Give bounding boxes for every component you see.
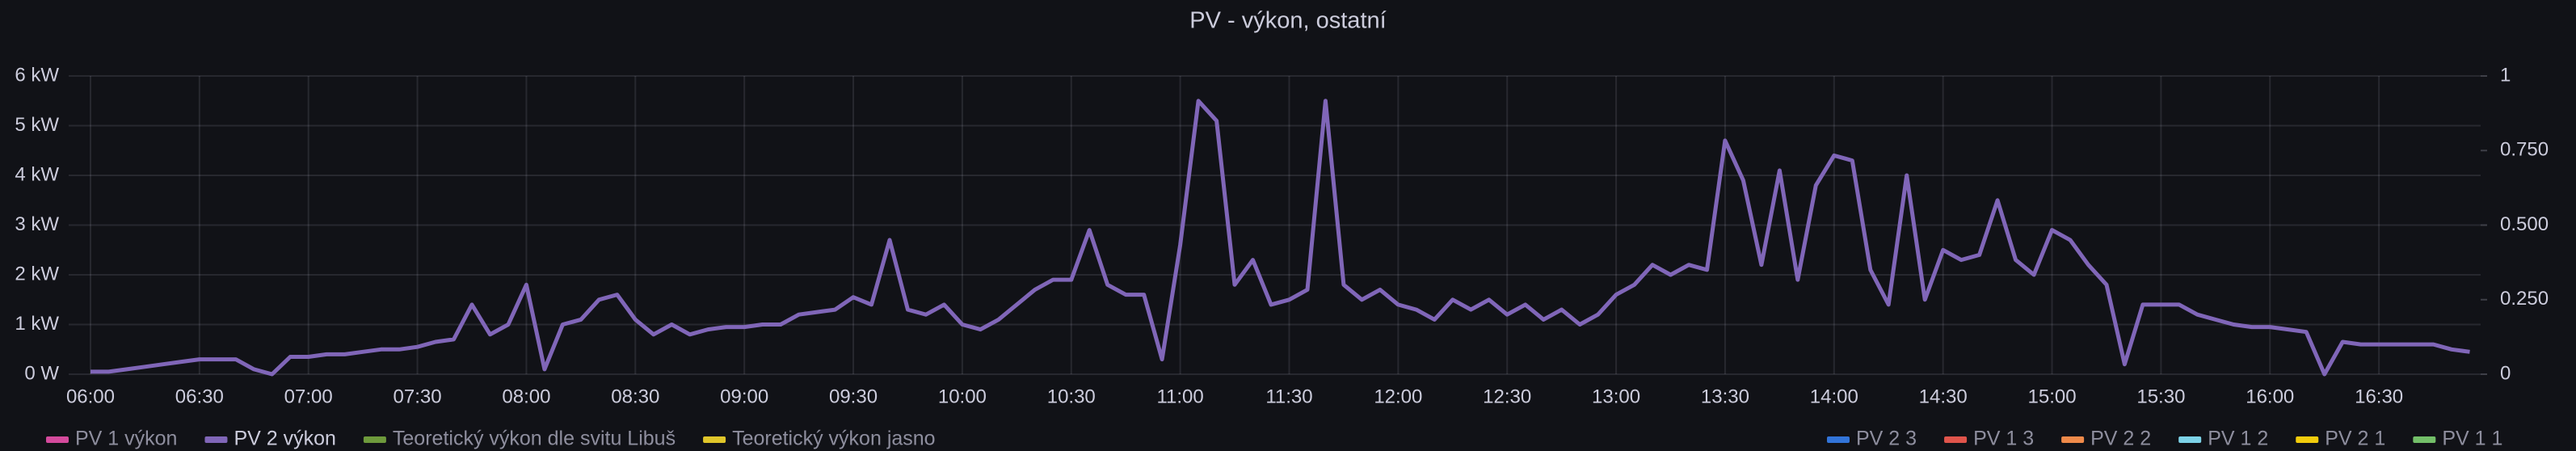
x-tick-label: 07:30: [394, 386, 442, 407]
x-tick-label: 09:00: [720, 386, 768, 407]
legend-label[interactable]: PV 2 3: [1856, 428, 1917, 450]
x-tick-label: 11:00: [1156, 386, 1203, 407]
legend-marker: [1944, 436, 1968, 443]
legend-marker: [703, 436, 726, 443]
x-tick-label: 14:00: [1810, 386, 1858, 407]
legend-marker: [1827, 436, 1850, 443]
legend-marker: [363, 436, 386, 443]
legend-label[interactable]: Teoretický výkon dle svitu Libuš: [393, 428, 676, 450]
legend-label[interactable]: PV 1 výkon: [75, 428, 177, 450]
legend-label[interactable]: PV 1 2: [2208, 428, 2268, 450]
series-line: [90, 99, 2470, 377]
legend-label[interactable]: Teoretický výkon jasno: [732, 428, 936, 450]
x-tick-label: 10:00: [938, 386, 987, 407]
legend-label[interactable]: PV 1 1: [2442, 428, 2502, 450]
legend-marker: [46, 436, 69, 443]
legend-label[interactable]: PV 2 1: [2325, 428, 2385, 450]
legend-label[interactable]: PV 2 výkon: [234, 428, 335, 450]
x-tick-label: 16:30: [2355, 386, 2403, 407]
x-tick-label: 09:30: [829, 386, 878, 407]
legend-marker: [2178, 436, 2202, 443]
x-tick-label: 12:00: [1374, 386, 1422, 407]
x-tick-label: 10:30: [1047, 386, 1096, 407]
y-tick-label: 4 kW: [15, 163, 59, 185]
y2-tick-label: 0.500: [2500, 213, 2549, 235]
x-tick-label: 06:30: [175, 386, 224, 407]
y2-tick-label: 0.250: [2500, 288, 2549, 310]
y-tick-label: 1 kW: [15, 313, 59, 335]
x-tick-label: 13:30: [1701, 386, 1749, 407]
y2-tick-label: 0.750: [2500, 139, 2549, 161]
x-tick-label: 15:00: [2028, 386, 2077, 407]
y-tick-label: 0 W: [24, 362, 59, 384]
legend-marker: [204, 436, 228, 443]
y2-tick-label: 0: [2500, 362, 2511, 384]
legend-marker: [2296, 436, 2319, 443]
x-tick-label: 08:00: [502, 386, 550, 407]
x-tick-label: 16:00: [2246, 386, 2294, 407]
legend-label[interactable]: PV 2 2: [2090, 428, 2151, 450]
y-tick-label: 2 kW: [15, 263, 59, 285]
chart-title: PV - výkon, ostatní: [1189, 8, 1386, 34]
legend-marker: [2413, 436, 2436, 443]
y-tick-label: 5 kW: [15, 114, 59, 136]
x-tick-label: 11:30: [1265, 386, 1312, 407]
y2-tick-label: 1: [2500, 64, 2511, 86]
x-tick-label: 12:30: [1483, 386, 1531, 407]
legend-marker: [2061, 436, 2085, 443]
x-tick-label: 15:30: [2136, 386, 2185, 407]
x-tick-label: 08:30: [611, 386, 659, 407]
legend-label[interactable]: PV 1 3: [1973, 428, 2034, 450]
x-tick-label: 14:30: [1919, 386, 1968, 407]
x-tick-label: 13:00: [1592, 386, 1640, 407]
x-tick-label: 06:00: [66, 386, 115, 407]
y-tick-label: 6 kW: [15, 64, 59, 86]
y-tick-label: 3 kW: [15, 213, 59, 235]
x-tick-label: 07:00: [284, 386, 333, 407]
